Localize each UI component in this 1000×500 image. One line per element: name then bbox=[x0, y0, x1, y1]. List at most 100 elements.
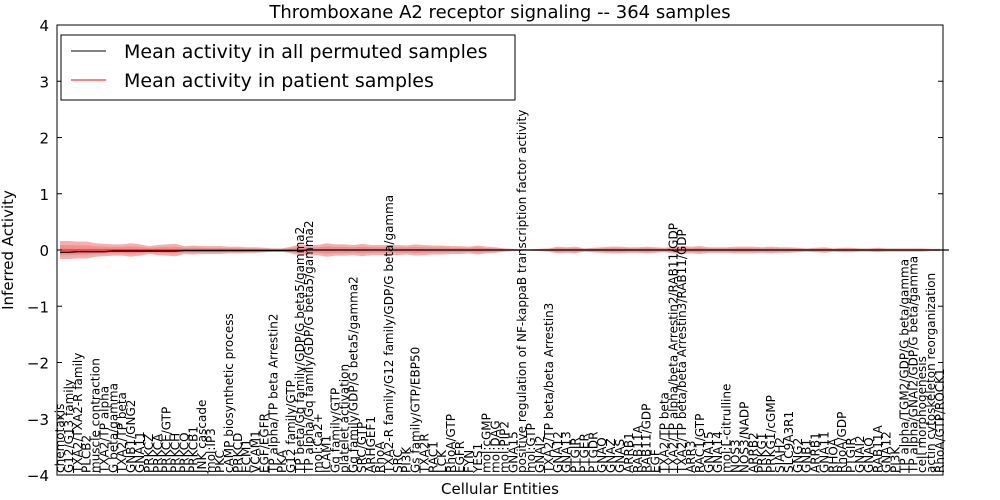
x-tick-label: GNA11 bbox=[817, 431, 831, 473]
x-tick-label: mol:Ca2+ bbox=[311, 413, 325, 473]
x-tick-label: RhoA/GDP bbox=[835, 412, 849, 473]
x-tick-label: RhoA/GTP/ROCK1 bbox=[933, 368, 947, 473]
x-tick-label: muscle contraction bbox=[89, 358, 103, 473]
y-tick-label: 2 bbox=[39, 130, 49, 148]
x-tick-label: TXA2/TP beta/beta Arrestin3 bbox=[542, 303, 556, 474]
y-tick-label: 1 bbox=[39, 186, 49, 204]
plot-frame bbox=[56, 24, 944, 476]
x-tick-label: ARHGEF1 bbox=[364, 416, 378, 473]
x-tick-label: actin cytoskeleton reorganization bbox=[924, 273, 938, 473]
x-tick-label: GNAZ bbox=[604, 438, 618, 473]
x-tick-label: mol:PIP2 bbox=[497, 421, 511, 473]
x-tick-label: GNAI2 bbox=[533, 435, 547, 473]
x-tick-label: PRKCD bbox=[231, 433, 245, 473]
x-tick-label: ICAM1 bbox=[320, 435, 334, 473]
legend-box bbox=[60, 34, 516, 101]
x-tick-label: mol:L-citrulline bbox=[720, 384, 734, 473]
x-tick-label: TXA2R bbox=[417, 433, 431, 474]
y-tick-label: −4 bbox=[27, 467, 49, 485]
y-tick-label: −2 bbox=[27, 355, 49, 373]
x-tick-label: RHOA bbox=[826, 437, 840, 473]
x-tick-label: GNB1/GNG2 bbox=[124, 400, 138, 473]
x-tick-label: PRKCB1 bbox=[186, 426, 200, 473]
legend: Mean activity in all permuted samples Me… bbox=[60, 34, 516, 101]
x-tick-label: EGF/EGFR bbox=[257, 413, 271, 473]
x-tick-label: PRKCE/GTP bbox=[160, 407, 174, 473]
x-tick-label: PI3K bbox=[889, 446, 903, 473]
x-tick-label: PKA bbox=[275, 449, 289, 473]
x-tick-label: VCAM1 bbox=[249, 430, 263, 473]
x-tick-label: YES1 bbox=[471, 443, 485, 474]
x-tick-label: TXA2/TP alpha/beta Arrestin2/RAB11/GDP bbox=[666, 223, 680, 474]
x-tick-label: TXA2/TP alpha bbox=[97, 386, 111, 474]
permuted-mean-line bbox=[60, 249, 949, 253]
x-tick-label: GNA15 bbox=[702, 431, 716, 473]
x-tick-label: PTGER bbox=[577, 433, 591, 473]
y-tick-label: −1 bbox=[27, 298, 49, 316]
x-tick-label: ECM1 bbox=[240, 439, 254, 473]
x-tick-label: EGF bbox=[649, 449, 663, 473]
x-tick-label: TP beta/Gq family/GDP/G beta5/gamma2 bbox=[293, 227, 307, 474]
x-tick-label: TXA2/TP beta bbox=[115, 392, 129, 474]
y-tick-label: −3 bbox=[27, 411, 49, 429]
x-tick-label: GNA15 bbox=[506, 431, 520, 473]
x-tick-label: PI3K bbox=[400, 446, 414, 473]
x-tick-label: PRKCQ bbox=[177, 432, 191, 473]
x-tick-label: RAB11A bbox=[871, 424, 885, 473]
x-tick-label: TXA2-R family/G12 family/GDP/G beta/gamm… bbox=[382, 195, 396, 474]
x-tick-label: FYN bbox=[462, 450, 476, 473]
x-tick-label: mol:IP3 bbox=[204, 428, 218, 473]
x-tick-label: Gq family/GTP bbox=[329, 388, 343, 473]
y-tick-label: 0 bbox=[39, 242, 49, 260]
x-tick-label: Gs family/GTP/EBP50 bbox=[409, 347, 423, 473]
x-tick-label: PTGIR bbox=[569, 437, 583, 473]
x-tick-label: GNAQ bbox=[595, 437, 609, 473]
x-tick-label: GNA11 bbox=[133, 431, 147, 473]
x-tick-label: RhoA bbox=[373, 441, 387, 473]
x-tick-label: PRKG1/cGMP bbox=[764, 395, 778, 473]
x-tick-label: JNK cascade bbox=[195, 400, 209, 474]
x-tick-label: GNG2 bbox=[791, 438, 805, 473]
x-tick-label: NOS3/NADP bbox=[737, 402, 751, 473]
x-tick-label: PRKCA bbox=[151, 433, 165, 473]
x-tick-label: PLCB2 bbox=[80, 435, 94, 473]
x-tick-label: SRC bbox=[391, 449, 405, 473]
x-tick-label: TXA2/TP beta bbox=[657, 392, 671, 474]
x-tick-label: mol:cGMP bbox=[480, 413, 494, 473]
x-tick-label: TP alpha/Gq family/GDP/G beta5/gamma2 bbox=[302, 220, 316, 474]
x-tick-label: TXA2/TXA2-R family bbox=[71, 353, 85, 474]
x-tick-label: cAMP biosynthetic process bbox=[222, 313, 236, 473]
x-tick-label: G12/G13 family bbox=[62, 379, 76, 473]
x-tick-label: RhoA/GTP bbox=[444, 414, 458, 473]
x-tick-label: PKC bbox=[213, 450, 227, 473]
x-tick-label: cell morphogenesis bbox=[915, 356, 929, 473]
chart-title: Thromboxane A2 receptor signaling -- 364… bbox=[268, 2, 730, 23]
x-tick-label: GNB1 bbox=[800, 439, 814, 473]
x-tick-label: RAC1/GTP bbox=[693, 414, 707, 473]
x-tick-label: platelet activation bbox=[337, 364, 351, 473]
x-tick-label: TP alpha/TP beta Arrestin2 bbox=[266, 314, 280, 474]
y-axis-label: Inferred Activity bbox=[0, 190, 17, 310]
x-tick-label: G12 family/GTP bbox=[284, 380, 298, 473]
x-tick-label: TP alpha/TGM2/GDP/G beta/gamma bbox=[897, 259, 911, 474]
x-tick-label: ARRB1 bbox=[622, 432, 636, 473]
x-tick-label: TP alpha/GNAI2/GDP/G beta/gamma bbox=[906, 256, 920, 474]
x-tick-label: mol:GTP bbox=[524, 423, 538, 473]
x-tick-label: RAB11/GDP bbox=[640, 404, 654, 473]
x-tick-label: PRKCH bbox=[169, 433, 183, 473]
x-tick-label: GNA14 bbox=[711, 431, 725, 473]
x-axis-label: Cellular Entities bbox=[441, 480, 559, 498]
x-tick-label: G beta/gamma bbox=[106, 383, 120, 473]
x-tick-label: PTGDR bbox=[586, 432, 600, 473]
x-tick-label: GNAS bbox=[613, 439, 627, 473]
y-tick-label: 3 bbox=[39, 73, 49, 91]
y-tick-label: 4 bbox=[39, 17, 49, 35]
x-tick-label: GNA13 bbox=[560, 431, 574, 473]
x-tick-label: SIAH2 bbox=[773, 437, 787, 473]
x-tick-label: RAC1 bbox=[426, 441, 440, 473]
x-tick-label: ARRB1 bbox=[809, 432, 823, 473]
x-tick-label: ARRB2 bbox=[746, 432, 760, 473]
x-tick-label: PRKG1 bbox=[755, 433, 769, 473]
series-lines bbox=[60, 249, 949, 253]
